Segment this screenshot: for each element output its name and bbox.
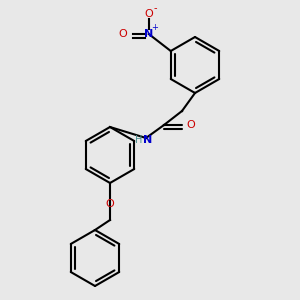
Text: O: O bbox=[144, 9, 153, 19]
Text: H: H bbox=[135, 135, 143, 145]
Text: O: O bbox=[106, 199, 114, 209]
Text: N: N bbox=[144, 29, 153, 39]
Text: -: - bbox=[154, 4, 157, 14]
Text: O: O bbox=[118, 29, 127, 39]
Text: O: O bbox=[187, 120, 195, 130]
Text: +: + bbox=[151, 23, 158, 32]
Text: N: N bbox=[143, 135, 153, 145]
